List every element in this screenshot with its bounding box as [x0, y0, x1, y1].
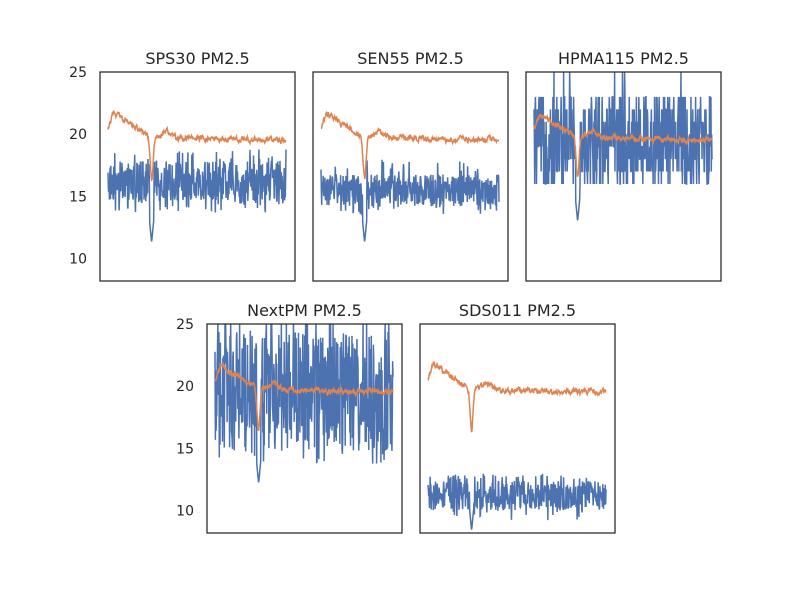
subplot-2: SEN55 PM2.5 — [312, 49, 509, 282]
y-tick-label: 10 — [69, 252, 87, 268]
y-tick-label: 10 — [176, 504, 194, 520]
sensor-series-line — [214, 324, 394, 483]
subplot-title: SDS011 PM2.5 — [459, 301, 576, 320]
axes-frame — [206, 323, 403, 534]
y-tick-label: 15 — [176, 441, 194, 457]
sensor-series-line — [533, 72, 713, 221]
y-tick-label: 20 — [176, 379, 194, 395]
subplot-title: SPS30 PM2.5 — [145, 49, 249, 68]
axes-frame — [525, 71, 722, 282]
sensor-series-line — [320, 159, 500, 242]
y-tick-label: 15 — [69, 189, 87, 205]
sensor-series-line — [427, 473, 607, 530]
axes-frame — [99, 71, 296, 282]
reference-series-line — [214, 361, 394, 431]
subplot-4: NextPM PM2.5 10 15 20 25 — [176, 301, 403, 534]
y-tick-label: 20 — [69, 127, 87, 143]
sensor-series-line — [107, 149, 287, 242]
subplot-title: SEN55 PM2.5 — [357, 49, 464, 68]
reference-series-line — [427, 360, 607, 433]
reference-series-line — [533, 113, 713, 177]
reference-series-line — [320, 110, 500, 180]
subplot-title: HPMA115 PM2.5 — [558, 49, 689, 68]
subplot-1: SPS30 PM2.5 10 15 20 25 — [69, 49, 296, 282]
y-tick-label: 25 — [176, 317, 194, 333]
axes-frame — [312, 71, 509, 282]
subplots: SPS30 PM2.5 10 15 20 25 SEN55 PM2.5 HPMA115 PM… — [69, 49, 722, 534]
subplot-3: HPMA115 PM2.5 — [525, 49, 722, 282]
y-tick-label: 25 — [69, 65, 87, 81]
reference-series-line — [107, 109, 287, 182]
subplot-title: NextPM PM2.5 — [247, 301, 362, 320]
axes-frame — [419, 323, 616, 534]
subplot-5: SDS011 PM2.5 — [419, 301, 616, 534]
